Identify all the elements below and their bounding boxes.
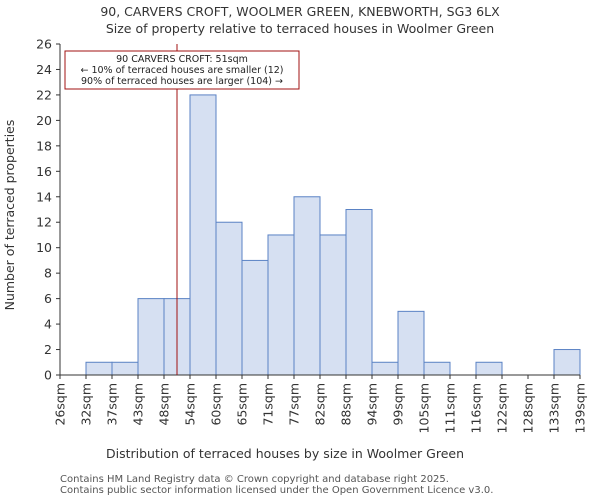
y-tick-label-0: 0: [44, 368, 52, 383]
annotation-box: [64, 50, 300, 90]
x-tick-label-65sqm: 65sqm: [235, 383, 250, 426]
y-tick-label-2: 2: [44, 342, 52, 357]
y-tick-label-24: 24: [36, 62, 52, 77]
y-tick-label-16: 16: [36, 164, 52, 179]
bar-99sqm: [397, 310, 425, 376]
footer-line-2: Contains public sector information licen…: [60, 485, 494, 496]
y-tick-label-6: 6: [44, 291, 52, 306]
bar-37sqm: [111, 361, 139, 376]
x-tick-label-94sqm: 94sqm: [365, 383, 380, 426]
y-tick-label-20: 20: [36, 113, 52, 128]
y-axis-label: Number of terraced properties: [2, 120, 17, 311]
marker-group: 90 CARVERS CROFT: 51sqm← 10% of terraced…: [64, 44, 300, 375]
x-tick-label-71sqm: 71sqm: [261, 383, 276, 426]
y-tick-label-18: 18: [36, 138, 52, 153]
bar-60sqm: [215, 221, 243, 376]
x-tick-label-128sqm: 128sqm: [521, 383, 536, 433]
bars-group: [85, 94, 581, 376]
x-tick-label-111sqm: 111sqm: [443, 383, 458, 433]
bar-133sqm: [553, 349, 581, 376]
y-tick-label-22: 22: [36, 87, 52, 102]
x-ticks-group: 26sqm 32sqm 37sqm 43sqm 48sqm 54sqm 60sqm 65sqm…: [53, 375, 588, 433]
y-tick-label-26: 26: [36, 37, 52, 52]
bar-43sqm: [137, 298, 165, 376]
histogram-chart: 90, CARVERS CROFT, WOOLMER GREEN, KNEBWO…: [2, 4, 588, 461]
x-tick-label-133sqm: 133sqm: [547, 383, 562, 433]
x-tick-label-32sqm: 32sqm: [79, 383, 94, 426]
annotation-line-2: ← 10% of terraced houses are smaller (12…: [80, 65, 283, 76]
x-tick-label-77sqm: 77sqm: [287, 383, 302, 426]
x-tick-label-139sqm: 139sqm: [573, 383, 588, 433]
bar-65sqm: [241, 259, 269, 376]
bar-88sqm: [345, 209, 373, 376]
x-tick-label-26sqm: 26sqm: [53, 383, 68, 426]
bar-54sqm: [189, 94, 217, 376]
y-tick-label-4: 4: [44, 317, 52, 332]
chart-title: 90, CARVERS CROFT, WOOLMER GREEN, KNEBWO…: [100, 4, 500, 19]
x-tick-label-37sqm: 37sqm: [105, 383, 120, 426]
y-tick-label-8: 8: [44, 266, 52, 281]
annotation-line-3: 90% of terraced houses are larger (104) …: [81, 76, 283, 87]
x-tick-label-105sqm: 105sqm: [417, 383, 432, 433]
bar-82sqm: [319, 234, 347, 376]
x-tick-label-99sqm: 99sqm: [391, 383, 406, 426]
bar-105sqm: [423, 361, 451, 376]
bar-116sqm: [475, 361, 503, 376]
x-tick-label-60sqm: 60sqm: [209, 383, 224, 426]
bar-77sqm: [293, 196, 321, 376]
x-tick-label-88sqm: 88sqm: [339, 383, 354, 426]
chart-subtitle: Size of property relative to terraced ho…: [106, 21, 494, 36]
y-tick-label-14: 14: [36, 189, 52, 204]
x-tick-label-82sqm: 82sqm: [313, 383, 328, 426]
y-tick-label-10: 10: [36, 240, 52, 255]
x-tick-label-43sqm: 43sqm: [131, 383, 146, 426]
bar-71sqm: [267, 234, 295, 376]
y-tick-label-12: 12: [36, 215, 52, 230]
x-tick-label-122sqm: 122sqm: [495, 383, 510, 433]
footer-line-1: Contains HM Land Registry data © Crown c…: [60, 474, 449, 485]
bar-94sqm: [371, 361, 399, 376]
x-axis-label: Distribution of terraced houses by size …: [106, 446, 464, 461]
x-tick-label-48sqm: 48sqm: [157, 383, 172, 426]
bar-32sqm: [85, 361, 113, 376]
annotation-line-1: 90 CARVERS CROFT: 51sqm: [116, 54, 248, 65]
x-tick-label-116sqm: 116sqm: [469, 383, 484, 433]
x-tick-label-54sqm: 54sqm: [183, 383, 198, 426]
